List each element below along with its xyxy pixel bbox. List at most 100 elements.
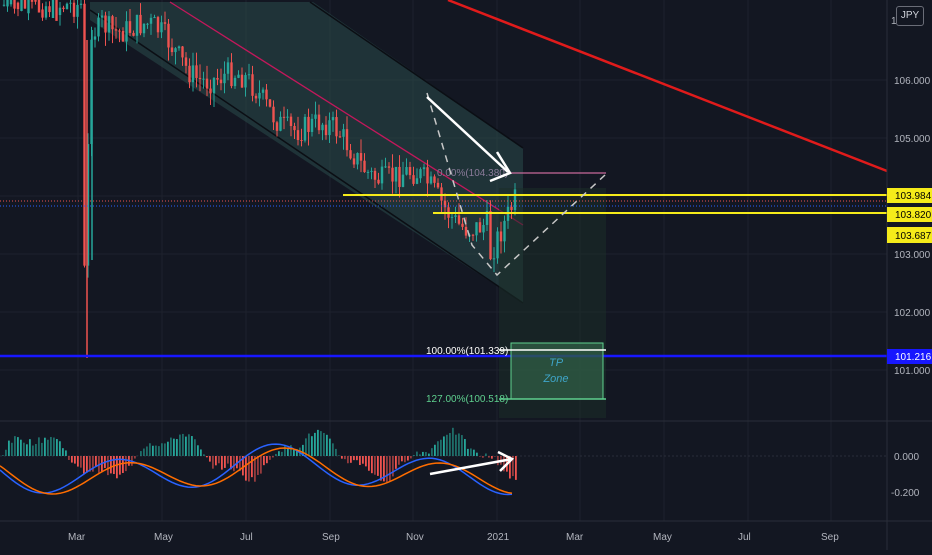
time-label-2021: 2021: [487, 532, 510, 543]
candle-body: [62, 8, 64, 9]
macd-histogram-bar: [329, 439, 331, 456]
macd-histogram-bar: [83, 456, 85, 473]
macd-histogram-bar: [482, 456, 484, 458]
currency-badge[interactable]: JPY: [896, 6, 924, 26]
candle-body: [230, 62, 232, 86]
macd-histogram-bar: [320, 431, 322, 456]
candle-body: [458, 215, 460, 223]
candle-body: [251, 74, 253, 96]
candle-body: [370, 171, 372, 172]
macd-tick-neg02: -0.200: [891, 488, 920, 499]
macd-histogram-bar: [368, 456, 370, 471]
candle-body: [342, 129, 344, 137]
candle-body: [66, 4, 68, 9]
macd-histogram-bar: [95, 456, 97, 466]
macd-histogram-bar: [38, 437, 40, 456]
macd-histogram-bar: [293, 450, 295, 456]
candle-body: [80, 4, 82, 5]
macd-histogram-bar: [77, 456, 79, 467]
macd-histogram-bar: [173, 439, 175, 456]
macd-histogram-bar: [62, 448, 64, 456]
macd-histogram-bar: [251, 456, 253, 477]
macd-histogram-bar: [275, 454, 277, 456]
macd-histogram-bar: [41, 443, 43, 456]
macd-histogram-bar: [233, 456, 235, 471]
macd-histogram-bar: [398, 456, 400, 465]
macd-histogram-bar: [488, 456, 490, 458]
macd-histogram-bar: [14, 436, 16, 456]
macd-histogram-bar: [359, 456, 361, 465]
candle-body: [314, 115, 316, 119]
macd-histogram-bar: [50, 437, 52, 456]
candle-body: [311, 119, 313, 132]
candle-body: [178, 46, 180, 48]
candle-body: [136, 15, 138, 36]
macd-histogram-bar: [371, 456, 373, 473]
macd-histogram-bar: [413, 455, 415, 456]
macd-histogram-bar: [386, 456, 388, 482]
time-label-may-2021: May: [653, 532, 672, 543]
candle-body: [38, 0, 40, 13]
candle-body: [353, 158, 355, 164]
candle-body: [125, 21, 127, 41]
macd-histogram-bar: [35, 444, 37, 456]
candle-body: [157, 17, 159, 32]
candle-body: [465, 227, 467, 236]
macd-histogram-bar: [437, 441, 439, 456]
descending-channel[interactable]: [90, 2, 523, 303]
candle-body: [122, 31, 124, 42]
candle-body: [412, 175, 414, 184]
macd-histogram-bar: [65, 450, 67, 456]
price-tick-105: 105.000: [894, 134, 931, 145]
candle-body: [304, 117, 306, 141]
macd-histogram-bar: [425, 452, 427, 456]
macd-histogram-bar: [206, 456, 208, 457]
macd-histogram-bar: [8, 441, 10, 456]
tp-zone[interactable]: [511, 343, 603, 399]
candle-body: [188, 66, 190, 82]
candle-body: [153, 17, 155, 18]
candle-body: [223, 74, 225, 83]
candle-body: [13, 0, 15, 9]
price-tick-102: 102.000: [894, 308, 931, 319]
macd-histogram-bar: [377, 456, 379, 476]
time-axis[interactable]: Mar May Jul Sep Nov 2021 Mar May Jul Sep: [68, 532, 839, 543]
macd-histogram-bar: [434, 445, 436, 456]
macd-histogram-bar: [146, 446, 148, 456]
macd-histogram-bar: [473, 450, 475, 456]
candle-body: [262, 90, 264, 93]
candle-body: [167, 24, 169, 48]
macd-histogram-bar: [344, 456, 346, 459]
macd-histogram-bar: [80, 456, 82, 468]
candle-body: [101, 16, 103, 18]
candle-body: [244, 75, 246, 87]
macd-histogram-bar: [392, 456, 394, 476]
macd-histogram-bar: [209, 456, 211, 462]
candle-body: [132, 33, 134, 36]
candle-body: [426, 167, 428, 183]
macd-histogram-bar: [407, 456, 409, 461]
macd-histogram-bar: [59, 441, 61, 456]
time-label-sep: Sep: [322, 532, 340, 543]
candle-body: [290, 117, 292, 126]
candle-body: [216, 78, 218, 80]
macd-histogram-bar: [311, 436, 313, 456]
macd-histogram-bar: [107, 456, 109, 475]
candle-body: [10, 0, 12, 4]
candle-body: [384, 166, 386, 167]
candle-body: [461, 224, 463, 227]
candle-body: [318, 115, 320, 131]
macd-histogram-bar: [395, 456, 397, 469]
macd-histogram-bar: [284, 445, 286, 456]
price-axis[interactable]: 1 106.000 105.000 103.000 102.000 101.00…: [887, 16, 932, 499]
macd-histogram-bar: [74, 456, 76, 464]
macd-histogram-bar: [365, 456, 367, 466]
candle-body: [514, 189, 516, 210]
candle-body: [34, 0, 36, 2]
macd-histogram-bar: [179, 435, 181, 456]
candle-body: [374, 171, 376, 180]
macd-histogram-bar: [416, 452, 418, 456]
candle-body: [20, 0, 22, 11]
